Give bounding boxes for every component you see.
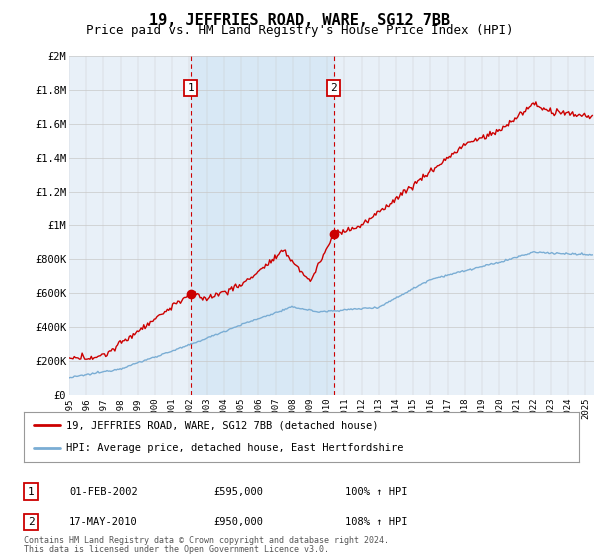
Text: £595,000: £595,000 [213, 487, 263, 497]
Text: 2: 2 [28, 517, 35, 527]
Text: 100% ↑ HPI: 100% ↑ HPI [345, 487, 407, 497]
Text: HPI: Average price, detached house, East Hertfordshire: HPI: Average price, detached house, East… [65, 444, 403, 454]
Bar [191, 56, 334, 395]
Text: 1: 1 [188, 83, 194, 93]
Text: 19, JEFFRIES ROAD, WARE, SG12 7BB (detached house): 19, JEFFRIES ROAD, WARE, SG12 7BB (detac… [65, 420, 378, 430]
Text: 1: 1 [28, 487, 35, 497]
Text: Price paid vs. HM Land Registry's House Price Index (HPI): Price paid vs. HM Land Registry's House … [86, 24, 514, 37]
Text: 19, JEFFRIES ROAD, WARE, SG12 7BB: 19, JEFFRIES ROAD, WARE, SG12 7BB [149, 13, 451, 28]
Text: This data is licensed under the Open Government Licence v3.0.: This data is licensed under the Open Gov… [24, 545, 329, 554]
Text: 17-MAY-2010: 17-MAY-2010 [69, 517, 138, 527]
Text: 108% ↑ HPI: 108% ↑ HPI [345, 517, 407, 527]
Text: 2: 2 [330, 83, 337, 93]
Text: £950,000: £950,000 [213, 517, 263, 527]
Text: Contains HM Land Registry data © Crown copyright and database right 2024.: Contains HM Land Registry data © Crown c… [24, 536, 389, 545]
Text: 01-FEB-2002: 01-FEB-2002 [69, 487, 138, 497]
